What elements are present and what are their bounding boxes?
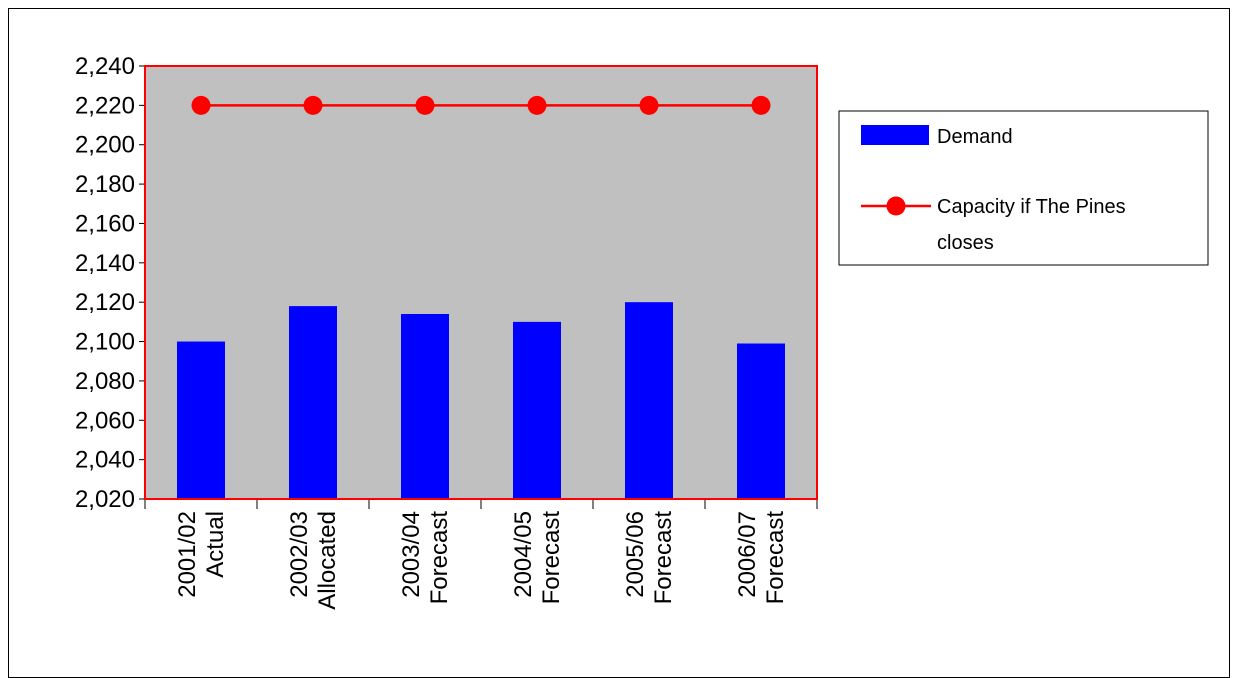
x-tick-label: 2005/06 (622, 511, 649, 598)
demand-bar (513, 321, 561, 499)
legend-demand-swatch (861, 125, 929, 145)
capacity-point (751, 95, 771, 115)
y-tick-label: 2,120 (75, 289, 135, 316)
demand-bar (737, 343, 785, 499)
capacity-point (527, 95, 547, 115)
y-tick-label: 2,200 (75, 132, 135, 159)
legend: Demand Capacity if The Pines closes (838, 110, 1209, 266)
x-tick-label: Forecast (426, 511, 453, 605)
legend-capacity-label-line2: closes (937, 232, 994, 254)
y-tick-label: 2,180 (75, 171, 135, 198)
y-tick-label: 2,060 (75, 407, 135, 434)
demand-bar (625, 302, 673, 499)
x-tick-label: Forecast (538, 511, 565, 605)
y-tick-label: 2,020 (75, 486, 135, 513)
demand-bar (289, 306, 337, 499)
x-tick-label: Forecast (650, 511, 677, 605)
demand-bar (401, 313, 449, 499)
x-tick-label: 2001/02 (174, 511, 201, 598)
x-tick-label: 2003/04 (398, 511, 425, 598)
y-tick-label: 2,040 (75, 447, 135, 474)
y-tick-label: 2,080 (75, 368, 135, 395)
y-tick-label: 2,100 (75, 329, 135, 356)
demand-bar (177, 341, 225, 499)
x-tick-label: 2002/03 (286, 511, 313, 598)
legend-demand-label: Demand (937, 126, 1013, 148)
y-tick-label: 2,140 (75, 250, 135, 277)
y-tick-label: 2,220 (75, 92, 135, 119)
capacity-point (639, 95, 659, 115)
capacity-point (191, 95, 211, 115)
x-tick-label: 2004/05 (510, 511, 537, 598)
x-tick-label: Forecast (762, 511, 789, 605)
x-tick-label: Actual (202, 511, 229, 578)
capacity-point (415, 95, 435, 115)
capacity-point (303, 95, 323, 115)
plot-border (144, 65, 818, 500)
legend-capacity-label-line1: Capacity if The Pines (937, 196, 1126, 218)
x-tick-label: 2006/07 (734, 511, 761, 598)
y-tick-label: 2,160 (75, 210, 135, 237)
x-tick-label: Allocated (314, 511, 341, 610)
legend-capacity-marker (886, 196, 906, 216)
y-tick-label: 2,240 (75, 53, 135, 80)
plot-area (145, 66, 817, 499)
